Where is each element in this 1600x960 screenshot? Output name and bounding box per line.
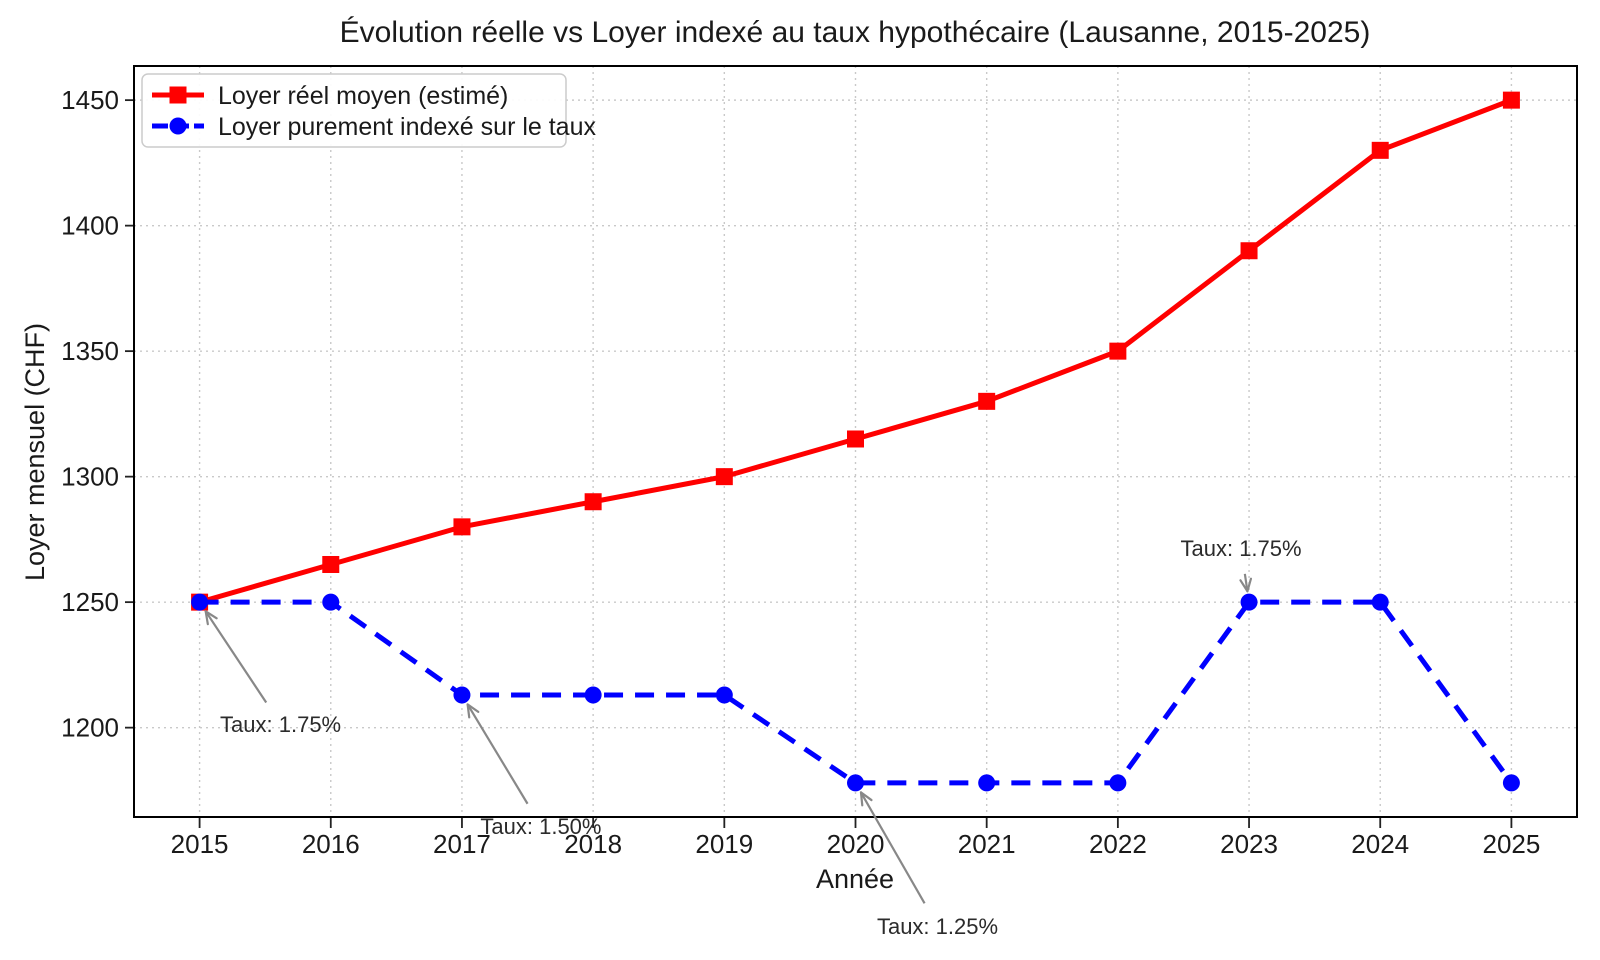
legend-label-indexed: Loyer purement indexé sur le taux xyxy=(218,113,596,141)
y-tick-label: 1250 xyxy=(61,587,119,617)
data-point xyxy=(1109,342,1127,360)
data-point xyxy=(1240,242,1258,260)
data-point xyxy=(584,493,602,511)
axis-ticks xyxy=(125,99,1513,828)
data-point xyxy=(1240,593,1258,611)
x-tick-label: 2025 xyxy=(1482,829,1540,859)
annotation-label: Taux: 1.25% xyxy=(877,914,998,939)
annotation-arrow xyxy=(204,610,268,704)
y-axis-label: Loyer mensuel (CHF) xyxy=(20,323,50,581)
annotation-arrowhead xyxy=(859,791,873,802)
legend-marker-square xyxy=(169,86,187,104)
data-point xyxy=(1502,91,1520,109)
data-point xyxy=(978,392,996,410)
plot-border xyxy=(133,65,1578,818)
legend-sample-real xyxy=(152,86,204,104)
series-line-indexed xyxy=(199,599,1514,786)
x-tick-label: 2017 xyxy=(433,829,491,859)
y-tick-label: 1400 xyxy=(61,211,119,241)
legend-marker-circle xyxy=(169,117,187,135)
y-tick-label: 1350 xyxy=(61,336,119,366)
tick-labels: 2015 2016 2017 2018 2019 2020 2021 2022 2023 2024… xyxy=(61,85,1540,859)
annotation-arrowhead xyxy=(1246,577,1253,593)
annotation-arrow xyxy=(466,703,529,805)
data-point xyxy=(978,774,996,792)
data-point xyxy=(453,518,471,536)
annotation-arrow xyxy=(1243,573,1249,592)
data-point xyxy=(322,593,340,611)
x-tick-label: 2018 xyxy=(564,829,622,859)
x-tick-label: 2016 xyxy=(302,829,360,859)
annotation-arrowhead xyxy=(466,703,480,713)
x-tick-label: 2022 xyxy=(1089,829,1147,859)
data-point xyxy=(1371,593,1389,611)
x-tick-label: 2023 xyxy=(1220,829,1278,859)
x-tick-label: 2021 xyxy=(958,829,1016,859)
data-point xyxy=(847,430,864,448)
x-tick-label: 2020 xyxy=(827,829,885,859)
annotation-arrowhead xyxy=(204,610,209,626)
data-point xyxy=(847,774,864,792)
data-point xyxy=(715,468,733,486)
annotation-label: Taux: 1.75% xyxy=(1181,536,1302,561)
annotation-arrowhead xyxy=(204,610,218,620)
x-tick-label: 2015 xyxy=(171,829,229,859)
legend: Loyer réel moyen (estimé) Loyer purement… xyxy=(141,73,596,148)
annotation-arrowhead xyxy=(466,703,471,719)
x-tick-label: 2024 xyxy=(1351,829,1409,859)
legend-sample-indexed xyxy=(152,117,204,135)
data-point xyxy=(584,686,602,704)
y-tick-label: 1450 xyxy=(61,85,119,115)
annotation-arrowhead xyxy=(1239,579,1249,593)
annotation-label: Taux: 1.50% xyxy=(480,814,601,839)
annotation-arrow xyxy=(860,791,926,904)
legend-box xyxy=(141,73,567,148)
data-point xyxy=(322,555,340,573)
x-axis-label: Année xyxy=(816,864,894,894)
annotation-arrowhead xyxy=(859,791,864,807)
data-point xyxy=(715,686,733,704)
data-point xyxy=(1109,774,1127,792)
y-tick-label: 1300 xyxy=(61,462,119,492)
annotation-label: Taux: 1.75% xyxy=(220,712,341,737)
data-point xyxy=(1502,774,1520,792)
chart-title: Évolution réelle vs Loyer indexé au taux… xyxy=(340,16,1371,49)
y-tick-label: 1200 xyxy=(61,713,119,743)
series-lines xyxy=(191,91,1520,792)
data-point xyxy=(191,593,209,611)
annotations: Taux: 1.75% Taux: 1.50% Taux: 1.25% Taux: 1… xyxy=(204,536,1302,939)
data-point xyxy=(453,686,471,704)
data-point xyxy=(1371,141,1389,159)
legend-label-real: Loyer réel moyen (estimé) xyxy=(218,82,508,110)
x-tick-label: 2019 xyxy=(695,829,753,859)
